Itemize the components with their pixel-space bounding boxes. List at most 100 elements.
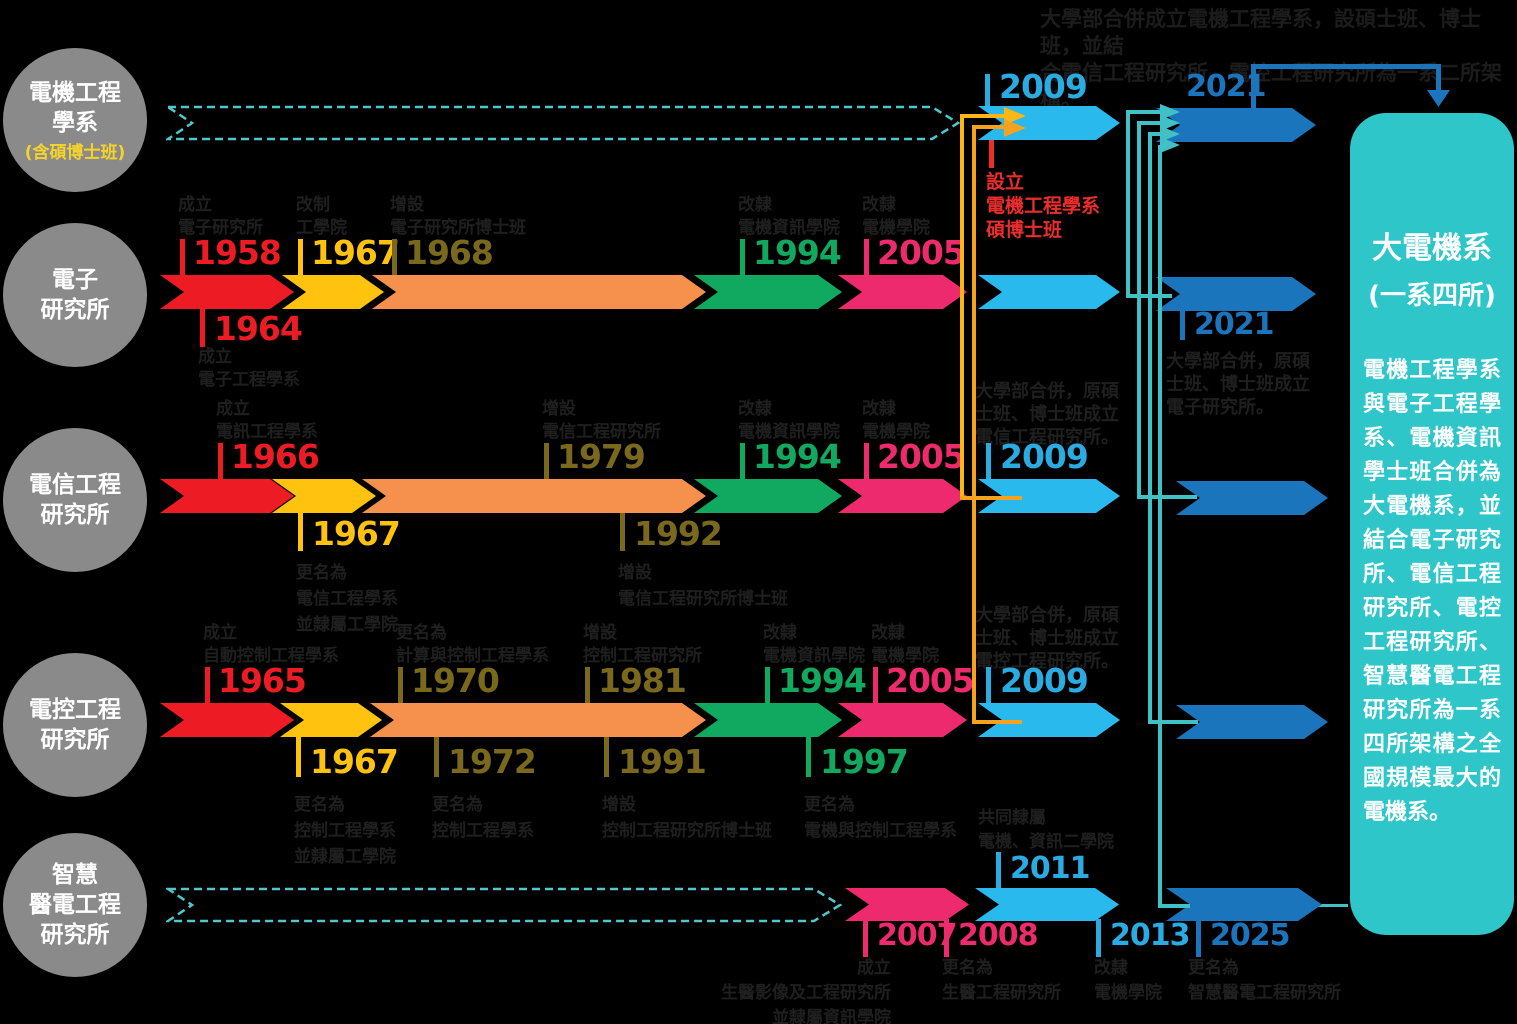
row4-1994-tick: [765, 667, 770, 703]
row4-2009-tick: [986, 667, 991, 703]
row2-1964-label: 成立 電子工程學系: [198, 347, 300, 390]
connector-yellow-row4-top: [972, 125, 1006, 129]
row3-1979-year: 1979: [557, 437, 646, 476]
row2-1994-year: 1994: [753, 233, 842, 272]
row5-arrow-cyan: [975, 888, 1119, 921]
connector-teal-row4-top: [1148, 132, 1162, 136]
dept-circle-ee-name: 電機工程 學系: [29, 79, 121, 136]
row5-2011-year: 2011: [1010, 851, 1090, 886]
row2-1967-tick: [298, 239, 303, 275]
row5-2013-year: 2013: [1110, 918, 1190, 953]
row4-1967-label: 更名為 控制工程學系 並隸屬工學院: [294, 795, 396, 867]
row5-2008-year: 2008: [958, 918, 1038, 953]
row2-2005-label: 改隸 電機學院: [862, 195, 930, 238]
row3-2009-year: 2009: [1000, 437, 1089, 476]
row4-arrow-yellow: [280, 703, 382, 737]
row2-2005-year: 2005: [877, 233, 966, 272]
row5-2013-label: 改隸 電機學院: [1094, 958, 1162, 1003]
connector-teal-row2-top: [1126, 110, 1162, 114]
connector-blue-vertical-left: [1251, 64, 1256, 110]
row3-arrow-green: [694, 479, 842, 513]
connector-teal-row3-stub: [1137, 495, 1197, 499]
row2-arrow-pink: [838, 275, 967, 309]
merged-department-panel: 大電機系 (一系四所) 電機工程學系與電子工程學系、電機資訊學士班合併為大電機系…: [1350, 113, 1514, 935]
row5-arrow-pink: [845, 888, 969, 921]
row4-1994-label: 改隸 電機資訊學院: [763, 623, 865, 666]
row4-arrow-blue: [1176, 705, 1328, 739]
row3-2009-note: 大學部合併，原碩 士班、博士班成立 電信工程研究所。: [975, 381, 1119, 448]
row2-1994-label: 改隸 電機資訊學院: [738, 195, 840, 238]
connector-teal-row3-top: [1137, 121, 1162, 125]
dept-circle-control-institute: 電控工程 研究所: [3, 653, 147, 797]
row4-1991-label: 增設 控制工程研究所博士班: [602, 795, 772, 841]
row3-1966-year: 1966: [231, 437, 320, 476]
connector-yellow-row3-vertical: [960, 114, 964, 500]
row4-1981-tick: [585, 667, 590, 703]
row1-2009-tick: [985, 74, 990, 106]
row4-1967-tick: [296, 737, 301, 777]
connector-yellow-row3-stub: [960, 496, 1022, 500]
dept-circle-ee-sub: (含碩博士班): [24, 142, 126, 163]
row5-dashed-arrow: [166, 887, 843, 923]
row3-arrow-orange: [362, 479, 706, 513]
row4-1997-year: 1997: [820, 742, 909, 781]
row3-1994-tick: [740, 443, 745, 479]
row1-arrow-2021-blue: [1156, 108, 1316, 142]
panel-title: 大電機系: [1372, 231, 1492, 266]
row5-2025-tick: [1196, 919, 1201, 957]
row4-arrow-green: [694, 703, 842, 737]
panel-subtitle: (一系四所): [1368, 281, 1496, 311]
row5-2007-label: 成立 生醫影像及工程研究所 並隸屬資訊學院: [721, 958, 891, 1024]
row4-1981-label: 增設 控制工程研究所: [583, 623, 702, 666]
row3-1992-year: 1992: [634, 514, 723, 553]
connector-teal-row2-vertical: [1126, 112, 1130, 296]
row4-arrow-orange: [370, 703, 706, 737]
row5-2025-label: 更名為 智慧醫電工程研究所: [1188, 958, 1341, 1003]
row1-2009-note: 設立 電機工程學系 碩博士班: [986, 171, 1101, 241]
row2-2021-note: 大學部合併，原碩 士班、博士班成立 電子研究所。: [1166, 351, 1310, 418]
connector-yellow-row3-top: [960, 114, 1006, 118]
row2-2021-year: 2021: [1194, 307, 1274, 342]
row4-2005-label: 改隸 電機學院: [871, 623, 939, 666]
connector-teal-row5-stub: [1158, 904, 1190, 908]
row2-1958-tick: [180, 239, 185, 275]
row4-2009-year: 2009: [1000, 661, 1089, 700]
row2-1958-year: 1958: [193, 233, 282, 272]
row5-2011-label: 共同隸屬 電機、資訊二學院: [978, 808, 1114, 852]
row2-2021-tick: [1180, 296, 1185, 340]
row2-1964-year: 1964: [214, 309, 303, 348]
row2-1958-label: 成立 電子研究所: [178, 195, 263, 238]
top-note-2009-merge: 大學部合併成立電機工程學系，設碩士班、博士班，並結 合電信工程研究所、電控工程研…: [1040, 7, 1502, 112]
row3-arrow-blue: [1176, 481, 1328, 515]
row1-arrow-2009-cyan: [978, 106, 1120, 140]
row2-arrow-green: [694, 275, 842, 309]
row4-1965-tick: [205, 667, 210, 703]
connector-teal-row4-vertical: [1148, 134, 1152, 724]
row5-2011-tick: [996, 852, 1001, 888]
dept-circle-ee-department: 電機工程 學系 (含碩博士班): [3, 48, 147, 192]
row2-1964-tick: [200, 309, 205, 347]
row3-1979-tick: [544, 443, 549, 479]
row4-1965-label: 成立 自動控制工程學系: [203, 623, 339, 666]
row3-2005-year: 2005: [877, 437, 966, 476]
row2-arrow-yellow: [282, 275, 384, 309]
row4-1991-year: 1991: [618, 742, 707, 781]
row3-1994-year: 1994: [753, 437, 842, 476]
row4-1970-tick: [398, 667, 403, 703]
row4-1965-year: 1965: [218, 661, 307, 700]
row5-2007-tick: [863, 919, 868, 957]
row4-2005-tick: [873, 667, 878, 703]
row2-arrow-cyan: [978, 275, 1120, 309]
row4-arrow-red: [160, 703, 294, 737]
row2-arrow-red: [160, 275, 294, 309]
row3-1967-label: 更名為 電信工程學系 並隸屬工學院: [296, 563, 398, 635]
row4-1981-year: 1981: [598, 661, 687, 700]
row3-arrow-pink: [838, 479, 967, 513]
row3-1979-label: 增設 電信工程研究所: [542, 399, 661, 442]
row2-1994-tick: [740, 239, 745, 275]
dept-circle-smart-biomed-name: 智慧 醫電工程 研究所: [29, 862, 121, 948]
dept-circle-electronics-institute: 電子 研究所: [3, 223, 147, 367]
row4-1991-tick: [604, 737, 609, 777]
row4-arrow-pink: [838, 703, 967, 737]
